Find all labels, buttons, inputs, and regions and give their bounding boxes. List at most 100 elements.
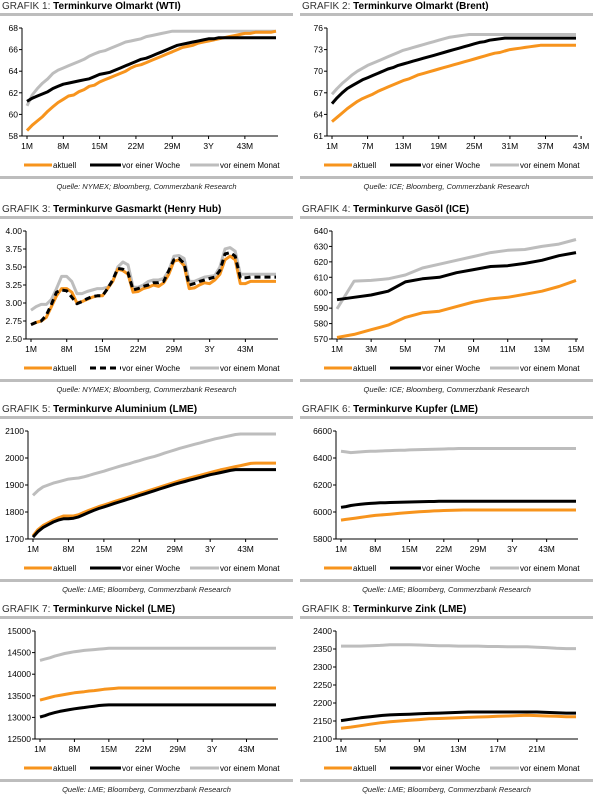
x-tick-label: 3Y bbox=[507, 544, 518, 554]
x-tick-label: 17M bbox=[489, 744, 506, 754]
x-tick-label: 7M bbox=[434, 344, 446, 354]
x-tick-label: 22M bbox=[135, 744, 152, 754]
legend-label: vor einer Woche bbox=[422, 764, 481, 773]
series-line-vor-einem-monat bbox=[335, 238, 577, 310]
y-tick-label: 5800 bbox=[313, 534, 332, 544]
series-line-vor-einer-woche bbox=[30, 251, 276, 326]
chart-title: GRAFIK 8: Terminkurve Zink (LME) bbox=[302, 604, 466, 615]
x-tick-label: 22M bbox=[131, 544, 148, 554]
x-tick-label: 8M bbox=[63, 544, 75, 554]
y-tick-label: 610 bbox=[314, 272, 328, 282]
x-tick-label: 1M bbox=[331, 344, 343, 354]
legend-rule bbox=[300, 579, 593, 582]
chart-source: Quelle: LME; Bloomberg, Commerzbank Rese… bbox=[362, 585, 531, 594]
legend-label: vor einem Monat bbox=[520, 564, 580, 573]
y-tick-label: 61 bbox=[314, 131, 324, 141]
grafik-label: GRAFIK 2: bbox=[302, 1, 351, 12]
chart-source: Quelle: LME; Bloomberg, Commerzbank Rese… bbox=[62, 585, 231, 594]
grafik-label: GRAFIK 1: bbox=[2, 1, 51, 12]
title-rule bbox=[0, 216, 293, 219]
x-tick-label: 21M bbox=[529, 744, 546, 754]
chart-title-text: Terminkurve Olmarkt (WTI) bbox=[53, 1, 181, 12]
y-tick-label: 66 bbox=[9, 45, 19, 55]
x-tick-label: 43M bbox=[237, 544, 254, 554]
chart-title: GRAFIK 5: Terminkurve Aluminium (LME) bbox=[2, 404, 197, 415]
x-tick-label: 22M bbox=[128, 141, 145, 151]
title-rule bbox=[0, 416, 293, 419]
y-tick-label: 2150 bbox=[313, 716, 332, 726]
y-tick-label: 6000 bbox=[313, 507, 332, 517]
y-tick-label: 1800 bbox=[5, 507, 24, 517]
x-tick-label: 13M bbox=[534, 344, 551, 354]
x-tick-label: 8M bbox=[57, 141, 69, 151]
x-tick-label: 1M bbox=[21, 141, 33, 151]
y-tick-label: 14000 bbox=[7, 669, 31, 679]
x-tick-label: 29M bbox=[166, 344, 183, 354]
legend-label: vor einem Monat bbox=[220, 161, 280, 170]
title-rule bbox=[0, 616, 293, 619]
legend-label: aktuell bbox=[353, 364, 376, 373]
x-tick-label: 29M bbox=[164, 141, 181, 151]
legend-rule bbox=[300, 779, 593, 782]
series-line-aktuell bbox=[340, 508, 576, 522]
x-tick-label: 15M bbox=[101, 744, 118, 754]
y-tick-label: 2.50 bbox=[5, 334, 22, 344]
y-tick-label: 1700 bbox=[5, 534, 24, 544]
chart-title-text: Terminkurve Gasöl (ICE) bbox=[353, 204, 470, 215]
y-tick-label: 2000 bbox=[5, 453, 24, 463]
legend-rule bbox=[0, 379, 293, 382]
series-line-vor-einer-woche bbox=[330, 36, 576, 105]
y-tick-label: 6200 bbox=[313, 480, 332, 490]
legend-label: aktuell bbox=[53, 161, 76, 170]
y-tick-label: 13500 bbox=[7, 691, 31, 701]
series-line-vor-einem-monat bbox=[341, 643, 576, 651]
grafik-label: GRAFIK 6: bbox=[302, 404, 351, 415]
title-rule bbox=[300, 616, 593, 619]
chart-title-text: Terminkurve Nickel (LME) bbox=[53, 604, 176, 615]
chart-title-text: Terminkurve Kupfer (LME) bbox=[353, 404, 478, 415]
title-rule bbox=[300, 416, 593, 419]
chart-title: GRAFIK 4: Terminkurve Gasöl (ICE) bbox=[302, 204, 469, 215]
legend-label: vor einer Woche bbox=[122, 364, 181, 373]
chart-plot: 2.50 2.75 3.00 3.25 3.50 3.75 4.00 1M 8M 15M 22M 29… bbox=[5, 226, 280, 373]
legend-label: aktuell bbox=[353, 764, 376, 773]
x-tick-label: 9M bbox=[413, 744, 425, 754]
legend-label: vor einem Monat bbox=[520, 764, 580, 773]
y-tick-label: 640 bbox=[314, 226, 328, 236]
x-tick-label: 9M bbox=[468, 344, 480, 354]
x-tick-label: 11M bbox=[500, 344, 516, 354]
legend-label: aktuell bbox=[53, 364, 76, 373]
x-tick-label: 43M bbox=[238, 744, 255, 754]
y-tick-label: 580 bbox=[314, 319, 328, 329]
series-line-aktuell bbox=[39, 686, 276, 702]
x-tick-label: 5M bbox=[399, 344, 411, 354]
x-tick-label: 1M bbox=[25, 344, 37, 354]
series-line-vor-einer-woche bbox=[39, 703, 276, 719]
series-line-vor-einem-monat bbox=[25, 29, 276, 107]
y-tick-label: 2350 bbox=[313, 644, 332, 654]
y-tick-label: 3.25 bbox=[5, 280, 22, 290]
chart-source: Quelle: ICE; Bloomberg, Commerzbank Rese… bbox=[363, 182, 530, 191]
chart-source: Quelle: NYMEX; Bloomberg, Commerzbank Re… bbox=[56, 385, 237, 394]
chart-plot: 61 64 67 70 73 76 1M 7M 13M 19M 25M 31M 37M 43M aktuel… bbox=[314, 23, 590, 170]
y-tick-label: 2250 bbox=[313, 680, 332, 690]
series-line-aktuell bbox=[30, 254, 276, 326]
x-tick-label: 3M bbox=[365, 344, 377, 354]
y-tick-label: 64 bbox=[314, 109, 324, 119]
chart-source: Quelle: NYMEX; Bloomberg, Commerzbank Re… bbox=[56, 182, 237, 191]
y-tick-label: 2100 bbox=[5, 426, 24, 436]
legend-label: aktuell bbox=[353, 161, 376, 170]
legend-rule bbox=[300, 176, 593, 179]
x-tick-label: 19M bbox=[430, 141, 447, 151]
legend-label: aktuell bbox=[353, 564, 376, 573]
x-tick-label: 43M bbox=[573, 141, 590, 151]
series-line-vor-einem-monat bbox=[39, 646, 276, 662]
y-tick-label: 60 bbox=[9, 109, 19, 119]
x-tick-label: 43M bbox=[538, 544, 555, 554]
chart-source: Quelle: ICE; Bloomberg, Commerzbank Rese… bbox=[363, 385, 530, 394]
chart-panel: GRAFIK 6: Terminkurve Kupfer (LME) 5800 60… bbox=[300, 403, 596, 603]
title-rule bbox=[300, 216, 593, 219]
series-line-vor-einer-woche bbox=[336, 251, 577, 302]
x-tick-label: 15M bbox=[94, 344, 111, 354]
chart-title-text: Terminkurve Olmarkt (Brent) bbox=[353, 1, 489, 12]
